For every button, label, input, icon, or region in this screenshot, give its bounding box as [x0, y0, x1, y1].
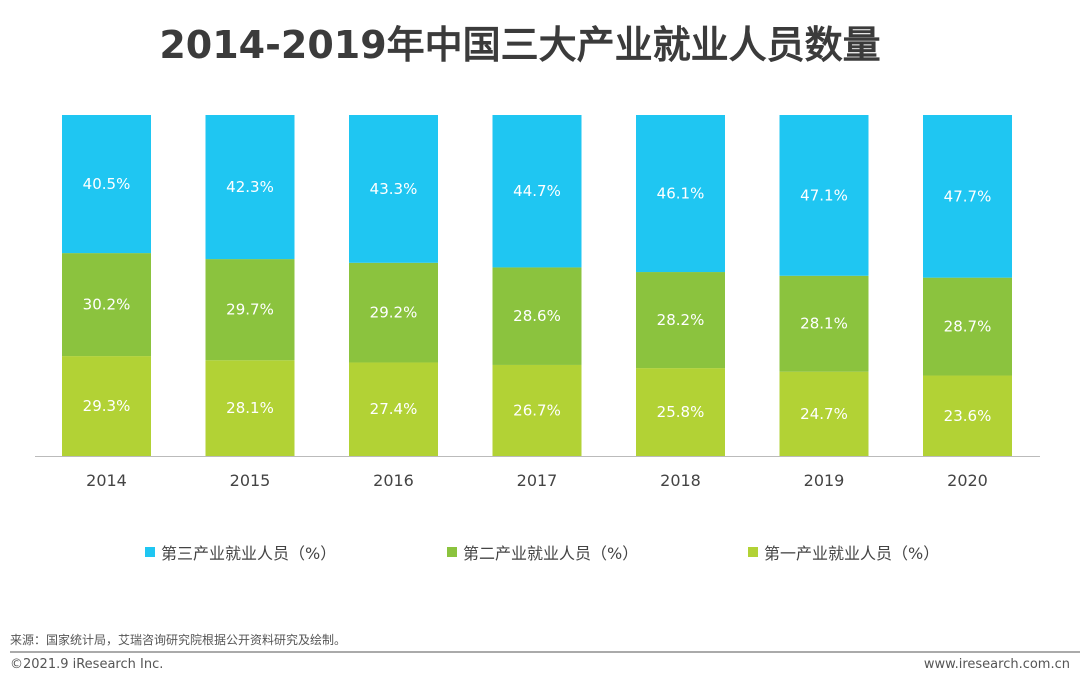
- bar-segment: [492, 115, 582, 268]
- data-label: 29.3%: [83, 397, 131, 415]
- source-note: 来源：国家统计局，艾瑞咨询研究院根据公开资料研究及绘制。: [10, 633, 347, 647]
- data-label: 28.1%: [226, 399, 274, 417]
- bar-segment: [492, 364, 582, 456]
- bar-segment: [636, 368, 725, 456]
- x-tick-label: 2014: [86, 471, 127, 490]
- data-label: 28.7%: [944, 318, 992, 336]
- data-label: 29.7%: [226, 301, 274, 319]
- bar-segment: [349, 362, 438, 456]
- bar-segment: [492, 267, 582, 365]
- legend-item: 第二产业就业人员（%）: [447, 540, 638, 564]
- x-tick-label: 2016: [373, 471, 414, 490]
- bar-segment: [636, 115, 725, 273]
- bar-segment: [779, 371, 869, 456]
- data-label: 46.1%: [657, 185, 705, 203]
- bar-segment: [349, 262, 438, 363]
- chart-title: 2014-2019年中国三大产业就业人员数量: [159, 23, 881, 67]
- bar-segment: [62, 253, 151, 357]
- x-tick-label: 2020: [947, 471, 988, 490]
- legend-item: 第一产业就业人员（%）: [748, 540, 939, 564]
- bar-segment: [349, 115, 438, 263]
- data-label: 29.2%: [370, 304, 418, 322]
- bar-segment: [779, 275, 869, 372]
- legend-item: 第三产业就业人员（%）: [145, 540, 336, 564]
- data-label: 24.7%: [800, 405, 848, 423]
- website-link[interactable]: www.iresearch.com.cn: [923, 657, 1070, 672]
- bar-segment: [205, 115, 295, 260]
- bar-segment: [923, 115, 1012, 278]
- data-label: 26.7%: [513, 401, 561, 419]
- bar-segment: [923, 277, 1012, 376]
- data-label: 25.8%: [657, 403, 705, 421]
- data-label: 40.5%: [83, 175, 131, 193]
- data-label: 44.7%: [513, 182, 561, 200]
- bar-segment: [62, 356, 151, 456]
- legend-swatch: [145, 547, 155, 557]
- legend-label: 第一产业就业人员（%）: [764, 544, 940, 563]
- legend-swatch: [447, 547, 457, 557]
- footer-divider: [10, 651, 1080, 653]
- data-label: 28.2%: [657, 311, 705, 329]
- bar-segment: [779, 115, 869, 276]
- data-label: 42.3%: [226, 178, 274, 196]
- data-label: 43.3%: [370, 180, 418, 198]
- legend-label: 第二产业就业人员（%）: [463, 544, 639, 563]
- bar-segment: [205, 360, 295, 456]
- data-label: 30.2%: [83, 296, 131, 314]
- bar-segment: [923, 375, 1012, 456]
- data-label: 27.4%: [370, 400, 418, 418]
- x-tick-label: 2019: [804, 471, 845, 490]
- stacked-bar-chart: 29.3% 30.2% 40.5% 2014 28.1% 29.7% 42.3% 2015 27…: [35, 115, 1040, 490]
- data-label: 47.7%: [944, 187, 992, 205]
- x-tick-label: 2017: [517, 471, 558, 490]
- bar-segment: [205, 259, 295, 361]
- data-label: 28.1%: [800, 315, 848, 333]
- bar-segment: [62, 115, 151, 254]
- copyright: ©2021.9 iResearch Inc.: [10, 657, 164, 672]
- data-label: 47.1%: [800, 186, 848, 204]
- legend-label: 第三产业就业人员（%）: [161, 544, 337, 563]
- data-label: 28.6%: [513, 307, 561, 325]
- x-tick-label: 2015: [230, 471, 271, 490]
- bar-segment: [636, 272, 725, 369]
- x-tick-label: 2018: [660, 471, 701, 490]
- data-label: 23.6%: [944, 407, 992, 425]
- legend-swatch: [748, 547, 758, 557]
